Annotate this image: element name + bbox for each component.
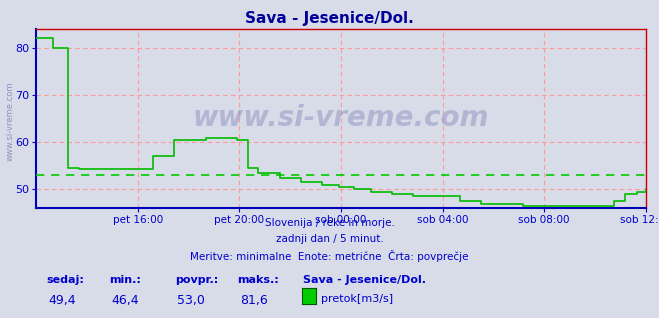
- Text: Sava - Jesenice/Dol.: Sava - Jesenice/Dol.: [303, 275, 426, 285]
- Text: 53,0: 53,0: [177, 294, 205, 307]
- Text: Sava - Jesenice/Dol.: Sava - Jesenice/Dol.: [245, 11, 414, 26]
- Text: Meritve: minimalne  Enote: metrične  Črta: povprečje: Meritve: minimalne Enote: metrične Črta:…: [190, 250, 469, 262]
- Text: sedaj:: sedaj:: [46, 275, 84, 285]
- Text: www.si-vreme.com: www.si-vreme.com: [193, 104, 489, 133]
- Text: 46,4: 46,4: [111, 294, 139, 307]
- Text: min.:: min.:: [109, 275, 140, 285]
- Text: Slovenija / reke in morje.: Slovenija / reke in morje.: [264, 218, 395, 228]
- Text: 49,4: 49,4: [49, 294, 76, 307]
- Text: povpr.:: povpr.:: [175, 275, 218, 285]
- Text: zadnji dan / 5 minut.: zadnji dan / 5 minut.: [275, 234, 384, 244]
- Text: maks.:: maks.:: [237, 275, 279, 285]
- Text: pretok[m3/s]: pretok[m3/s]: [321, 294, 393, 304]
- Text: 81,6: 81,6: [240, 294, 268, 307]
- Text: www.si-vreme.com: www.si-vreme.com: [5, 81, 14, 161]
